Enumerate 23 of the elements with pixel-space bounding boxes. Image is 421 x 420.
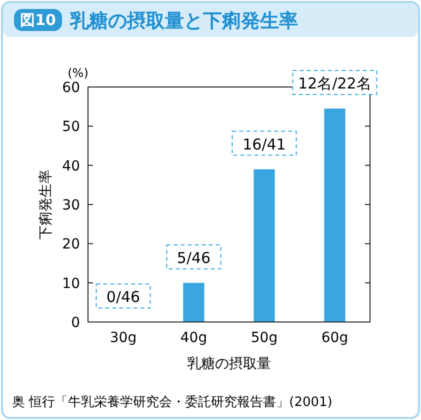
annotation: 12名/22名 bbox=[298, 74, 372, 93]
bar bbox=[254, 169, 275, 322]
annotation: 16/41 bbox=[242, 135, 286, 154]
y-axis-title: 下痢発生率 bbox=[38, 170, 54, 240]
text: 奥 恒行「牛乳栄養学研究会・委託研究報告書」(2001) bbox=[12, 395, 332, 410]
annotation: 5/46 bbox=[176, 248, 211, 267]
y-tick-label: 60 bbox=[62, 80, 80, 96]
y-tick-label: 0 bbox=[71, 315, 80, 331]
chart-title: 図10 乳糖の摂取量と下痢発生率 bbox=[20, 10, 298, 32]
y-tick-label: 10 bbox=[62, 276, 80, 292]
x-tick-label: 50g bbox=[250, 330, 278, 346]
x-axis-title: 乳糖の摂取量 bbox=[187, 356, 271, 372]
x-tick-label: 60g bbox=[321, 330, 348, 346]
bar bbox=[183, 282, 204, 322]
x-tick-label: 30g bbox=[110, 330, 137, 346]
y-tick-label: 40 bbox=[62, 158, 80, 174]
y-tick-label: 30 bbox=[62, 198, 80, 214]
x-tick-label: 40g bbox=[180, 330, 208, 346]
y-tick-label: 50 bbox=[62, 119, 80, 136]
text: (%) bbox=[68, 66, 88, 80]
y-tick-label: 20 bbox=[62, 236, 80, 253]
annotation: 0/46 bbox=[106, 288, 140, 306]
bar bbox=[324, 108, 346, 322]
